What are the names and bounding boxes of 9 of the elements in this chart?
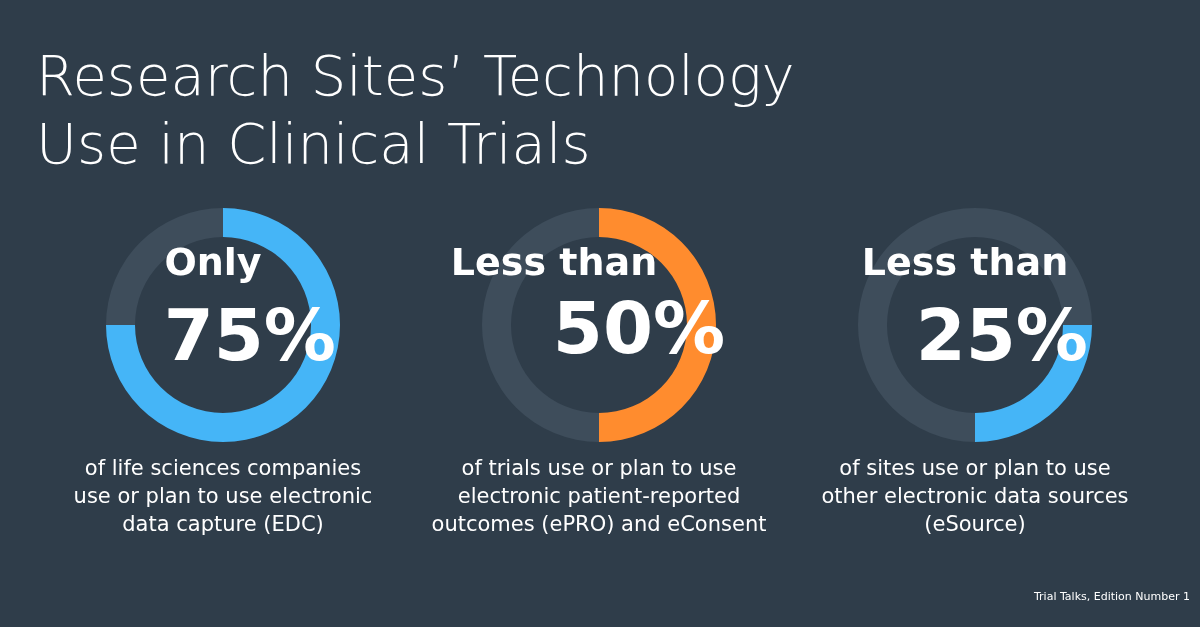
text: Trial Talks, Edition Number 1: [1032, 590, 1190, 603]
text: Only: [164, 240, 262, 284]
text: Less than: [450, 240, 658, 284]
text: of sites use or plan to use other electronic data sources (eSource): [821, 456, 1129, 536]
text: of trials use or plan to use electronic patient-reported outcomes (ePRO) and eConsent: [431, 456, 767, 536]
data-label: 25%: [915, 293, 1088, 378]
text: Less than: [861, 240, 1069, 284]
text: of life sciences companies use or plan to use electronic data capture (EDC): [73, 456, 373, 536]
chart-title: Research Sites’ Technology Use in Clinical Trials: [36, 43, 795, 176]
